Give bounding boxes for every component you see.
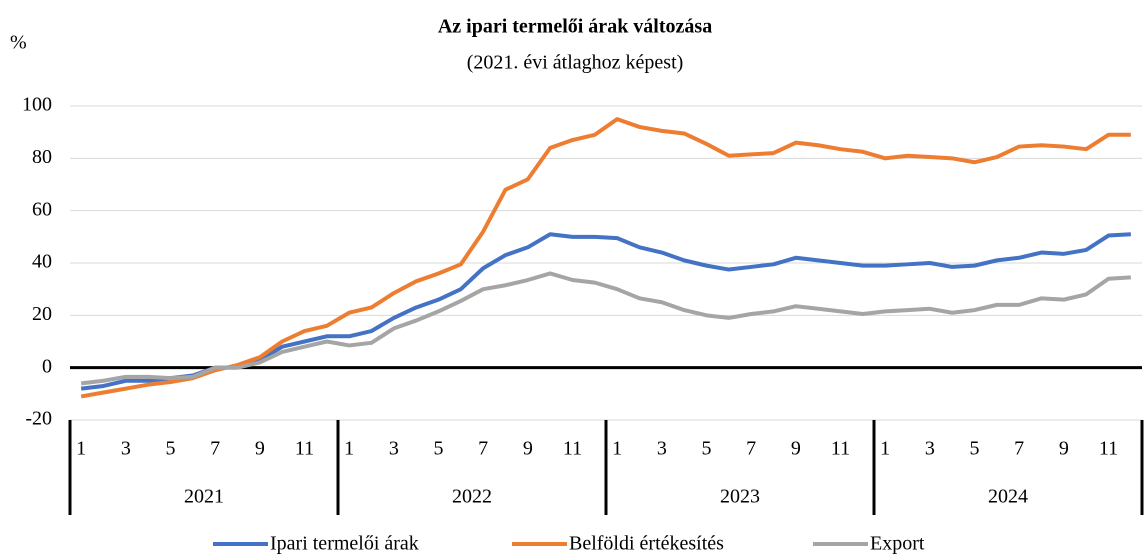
y-tick-label: -20 [25, 408, 52, 430]
x-tick-label: 9 [791, 438, 801, 460]
legend-label: Export [870, 533, 925, 555]
x-tick-label: 3 [657, 438, 667, 460]
y-tick-label: 20 [32, 303, 52, 325]
legend-label: Belföldi értékesítés [569, 533, 724, 555]
series-line [80, 117, 1131, 399]
legend-label: Ipari termelői árak [270, 533, 419, 555]
x-tick-label: 3 [389, 438, 399, 460]
x-tick-label: 11 [1099, 438, 1118, 460]
chart-subtitle: (2021. évi átlaghoz képest) [467, 52, 684, 74]
x-tick-label: 11 [831, 438, 850, 460]
y-axis-label: % [10, 32, 27, 54]
x-tick-label: 1 [76, 438, 86, 460]
y-tick-label: 80 [32, 146, 52, 168]
x-tick-label: 5 [970, 438, 980, 460]
y-tick-label: 0 [42, 355, 52, 377]
x-tick-label: 11 [295, 438, 314, 460]
x-tick-label: 7 [1014, 438, 1024, 460]
series-line [80, 271, 1131, 386]
y-tick-label: 60 [32, 198, 52, 220]
year-label: 2022 [452, 486, 492, 508]
y-tick-label: 100 [22, 94, 52, 116]
series-line [80, 232, 1131, 391]
year-label: 2024 [988, 486, 1028, 508]
x-tick-label: 7 [210, 438, 220, 460]
x-tick-label: 3 [121, 438, 131, 460]
x-tick-label: 5 [434, 438, 444, 460]
x-tick-label: 5 [702, 438, 712, 460]
x-tick-label: 1 [344, 438, 354, 460]
x-tick-label: 9 [255, 438, 265, 460]
y-tick-label: 40 [32, 251, 52, 273]
x-tick-label: 9 [1059, 438, 1069, 460]
x-tick-label: 11 [563, 438, 582, 460]
x-tick-label: 9 [523, 438, 533, 460]
x-tick-label: 1 [880, 438, 890, 460]
x-tick-label: 7 [746, 438, 756, 460]
x-tick-label: 3 [925, 438, 935, 460]
year-label: 2023 [720, 486, 760, 508]
year-label: 2021 [184, 486, 224, 508]
x-tick-label: 7 [478, 438, 488, 460]
x-tick-label: 1 [612, 438, 622, 460]
chart-title: Az ipari termelői árak változása [438, 16, 712, 38]
x-tick-label: 5 [166, 438, 176, 460]
